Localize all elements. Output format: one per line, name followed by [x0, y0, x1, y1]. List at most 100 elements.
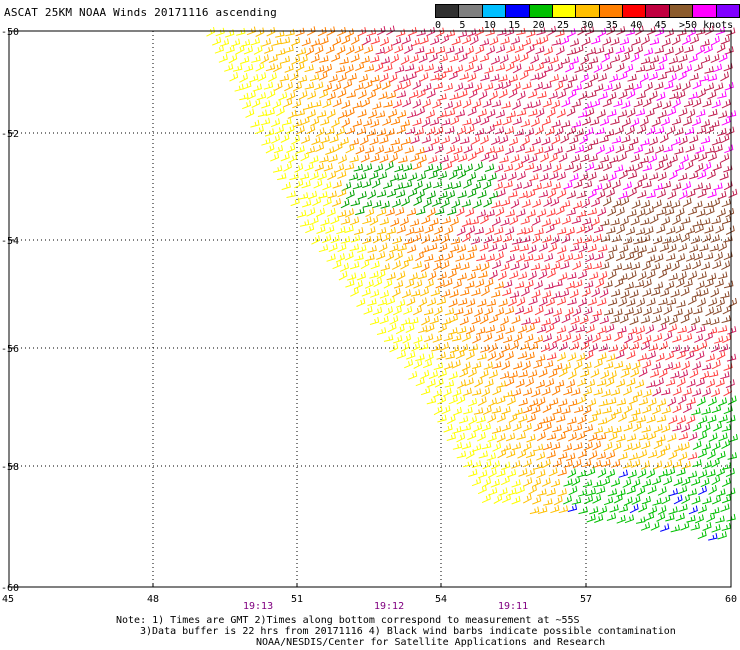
wind-barb: [441, 289, 451, 298]
wind-barb: [357, 244, 367, 253]
wind-barb: [261, 137, 271, 146]
wind-barb: [572, 458, 582, 469]
wind-barb: [412, 161, 422, 171]
wind-barb: [501, 343, 511, 353]
wind-barb: [652, 101, 663, 110]
wind-barb: [325, 146, 335, 155]
wind-barb: [624, 144, 634, 153]
pass-time-label: 19:13: [243, 601, 273, 612]
wind-barb: [673, 443, 683, 452]
wind-barb: [462, 35, 472, 45]
wind-barb: [712, 162, 722, 171]
wind-barb: [582, 479, 593, 488]
wind-barb: [717, 127, 727, 137]
wind-barb: [567, 504, 578, 512]
wind-barb: [518, 190, 528, 199]
wind-barb: [376, 128, 387, 137]
wind-barb: [448, 327, 458, 335]
wind-barb: [663, 459, 673, 469]
wind-barb: [642, 405, 652, 414]
wind-barb: [369, 316, 380, 325]
wind-barb: [641, 440, 651, 450]
wind-barb: [631, 495, 641, 505]
wind-barb: [710, 507, 720, 515]
wind-barb: [500, 198, 511, 207]
wind-barb: [582, 235, 593, 244]
wind-barb: [678, 369, 689, 379]
wind-barb: [354, 227, 364, 235]
wind-barb: [487, 172, 497, 182]
wind-barb: [403, 163, 413, 172]
wind-barb: [596, 144, 605, 155]
wind-barb: [686, 515, 696, 523]
wind-barb: [638, 449, 648, 459]
wind-barb: [386, 90, 397, 99]
wind-barb: [536, 325, 547, 334]
wind-barb: [280, 55, 291, 64]
wind-barb: [633, 145, 644, 154]
wind-barb: [635, 325, 646, 335]
wind-barb: [401, 35, 411, 45]
wind-barb: [569, 289, 579, 299]
wind-barb: [479, 314, 489, 325]
wind-barb: [421, 117, 431, 128]
wind-barb: [427, 242, 438, 251]
wind-barb: [563, 81, 573, 91]
wind-barb: [692, 422, 702, 432]
wind-barb: [648, 505, 658, 515]
wind-barb: [582, 405, 592, 416]
wind-barb: [576, 378, 587, 387]
wind-barb: [464, 163, 473, 173]
wind-barb: [483, 234, 493, 244]
wind-barb: [597, 325, 607, 335]
wind-barb: [535, 379, 545, 389]
wind-barb: [661, 424, 671, 433]
wind-barb: [656, 512, 666, 522]
wind-barb: [690, 35, 700, 45]
wind-barb: [376, 227, 387, 235]
wind-barb: [586, 514, 596, 523]
wind-barb: [668, 315, 678, 325]
wind-barb: [230, 38, 241, 47]
wind-barb: [697, 271, 707, 280]
wind-barb: [314, 162, 324, 172]
wind-barb: [607, 91, 617, 101]
wind-barb: [419, 72, 429, 82]
wind-barb: [666, 125, 676, 135]
wind-barb: [642, 306, 652, 316]
wind-barb: [366, 128, 377, 137]
wind-barb: [264, 128, 275, 137]
wind-barb: [232, 64, 243, 72]
wind-barb: [669, 91, 679, 100]
wind-barb: [300, 116, 310, 126]
wind-barb: [432, 163, 442, 173]
wind-barb: [610, 117, 620, 125]
wind-barb: [668, 56, 679, 65]
wind-barb: [691, 388, 702, 397]
wind-barb: [546, 108, 556, 118]
wind-barb: [673, 477, 683, 487]
wind-barb: [370, 55, 380, 63]
wind-barb: [618, 452, 628, 461]
wind-barb: [547, 268, 556, 279]
wind-barb: [680, 441, 690, 451]
wind-barb: [607, 412, 617, 423]
wind-barb: [605, 252, 615, 262]
wind-barb: [699, 74, 710, 82]
wind-barb: [494, 126, 505, 135]
wind-barb: [254, 125, 264, 135]
wind-barb: [627, 209, 637, 218]
wind-barb: [328, 74, 338, 83]
wind-barb: [452, 100, 462, 110]
wind-barb: [504, 306, 515, 315]
wind-barb: [480, 261, 490, 272]
wind-barb: [376, 269, 386, 280]
wind-barb: [606, 188, 615, 198]
wind-barb: [644, 226, 654, 236]
wind-barb: [642, 389, 652, 398]
wind-barb: [561, 406, 571, 415]
wind-barb: [589, 506, 599, 515]
wind-barb: [234, 83, 244, 92]
wind-barb: [496, 324, 506, 334]
wind-barb: [235, 44, 245, 55]
